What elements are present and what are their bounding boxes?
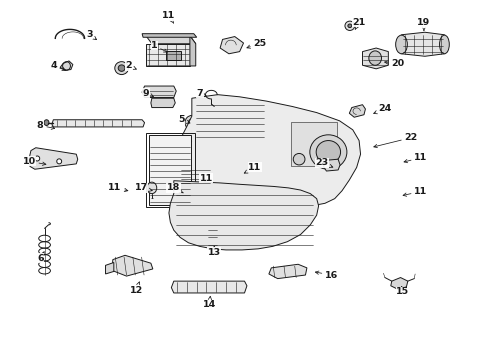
Ellipse shape bbox=[344, 21, 354, 31]
Ellipse shape bbox=[368, 51, 381, 65]
Text: 15: 15 bbox=[396, 287, 408, 296]
Text: 19: 19 bbox=[416, 18, 430, 31]
Polygon shape bbox=[151, 98, 175, 108]
Text: 1: 1 bbox=[151, 41, 167, 52]
Polygon shape bbox=[362, 48, 387, 69]
Bar bbox=[207, 226, 216, 249]
Polygon shape bbox=[60, 61, 73, 70]
Text: 22: 22 bbox=[373, 133, 417, 148]
Polygon shape bbox=[171, 281, 246, 293]
Text: 18: 18 bbox=[166, 183, 183, 193]
Bar bbox=[145, 134, 194, 207]
Ellipse shape bbox=[57, 159, 61, 164]
Bar bbox=[290, 122, 336, 166]
Text: 24: 24 bbox=[373, 104, 391, 114]
Ellipse shape bbox=[118, 65, 125, 71]
Ellipse shape bbox=[309, 135, 346, 169]
Polygon shape bbox=[168, 181, 318, 250]
Text: 11: 11 bbox=[162, 11, 175, 23]
Ellipse shape bbox=[347, 24, 351, 28]
Polygon shape bbox=[268, 264, 306, 279]
Text: 12: 12 bbox=[129, 282, 142, 295]
Text: 17: 17 bbox=[134, 183, 152, 192]
Polygon shape bbox=[348, 105, 365, 117]
Polygon shape bbox=[52, 120, 144, 127]
Text: 20: 20 bbox=[384, 59, 403, 68]
Text: 11: 11 bbox=[403, 153, 427, 163]
Text: 11: 11 bbox=[108, 183, 127, 192]
Text: 14: 14 bbox=[203, 296, 216, 309]
Text: 9: 9 bbox=[142, 89, 153, 98]
Polygon shape bbox=[105, 262, 114, 274]
Text: 16: 16 bbox=[315, 270, 338, 279]
Text: 3: 3 bbox=[86, 30, 96, 40]
Ellipse shape bbox=[35, 156, 40, 161]
Text: 11: 11 bbox=[199, 174, 212, 183]
Polygon shape bbox=[142, 86, 176, 98]
Polygon shape bbox=[323, 159, 339, 171]
Text: 11: 11 bbox=[244, 163, 261, 173]
Ellipse shape bbox=[395, 35, 407, 54]
Text: 8: 8 bbox=[37, 121, 55, 130]
Text: 2: 2 bbox=[125, 62, 136, 71]
Text: 25: 25 bbox=[246, 39, 266, 48]
Ellipse shape bbox=[188, 119, 195, 126]
Text: 10: 10 bbox=[22, 157, 46, 166]
Ellipse shape bbox=[439, 35, 448, 54]
Text: 4: 4 bbox=[50, 62, 65, 71]
Bar bbox=[166, 50, 181, 59]
Polygon shape bbox=[401, 32, 444, 56]
Polygon shape bbox=[189, 36, 195, 66]
Text: 11: 11 bbox=[402, 187, 427, 196]
Polygon shape bbox=[112, 255, 153, 276]
Polygon shape bbox=[142, 34, 196, 37]
Ellipse shape bbox=[293, 153, 305, 165]
Polygon shape bbox=[220, 37, 243, 54]
Ellipse shape bbox=[184, 116, 198, 130]
Ellipse shape bbox=[115, 62, 128, 75]
Text: 23: 23 bbox=[315, 158, 332, 167]
Text: 21: 21 bbox=[352, 18, 365, 30]
Text: 7: 7 bbox=[196, 89, 206, 98]
Ellipse shape bbox=[147, 182, 157, 194]
Polygon shape bbox=[390, 278, 407, 289]
Text: 6: 6 bbox=[37, 252, 44, 263]
Text: 13: 13 bbox=[207, 246, 221, 257]
Polygon shape bbox=[146, 36, 195, 44]
Polygon shape bbox=[146, 44, 189, 66]
Ellipse shape bbox=[44, 120, 49, 126]
Text: 5: 5 bbox=[178, 115, 189, 124]
Ellipse shape bbox=[316, 140, 340, 163]
Polygon shape bbox=[29, 148, 78, 169]
Polygon shape bbox=[175, 95, 360, 207]
Bar bbox=[149, 135, 190, 205]
Polygon shape bbox=[180, 138, 191, 143]
